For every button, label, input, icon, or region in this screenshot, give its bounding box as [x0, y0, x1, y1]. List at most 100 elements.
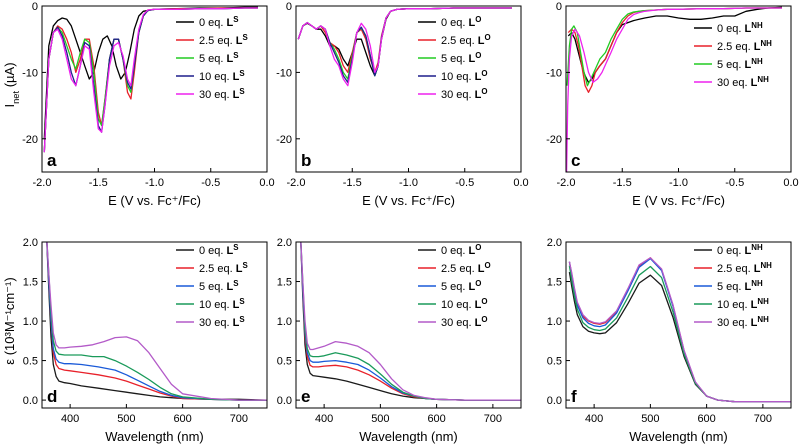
legend: 0 eq. LO 2.5 eq. LO 5 eq. LO 10 eq. LO 30 eq… — [418, 15, 491, 101]
y-tick-label: 1.5 — [23, 277, 38, 289]
plot-frame — [41, 241, 268, 409]
y-tick-label: 2.0 — [547, 237, 562, 249]
panel-label: e — [301, 387, 310, 406]
x-tick-label: 500 — [117, 413, 135, 425]
legend-entry: 5 eq. LNH — [717, 57, 763, 72]
series-line-d-4 — [46, 242, 267, 401]
x-tick-label: -0.5 — [725, 177, 744, 189]
y-tick-label: 2.0 — [277, 237, 292, 249]
x-tick-label: -1.0 — [669, 177, 688, 189]
x-tick-label: 400 — [61, 413, 79, 425]
y-tick-label: 0.5 — [277, 356, 292, 368]
legend: 0 eq. LS 2.5 eq. LS 5 eq. LS 10 eq. LS 30 eq… — [176, 15, 248, 102]
x-axis-label: Wavelength (nm) — [629, 429, 728, 444]
series-group — [566, 6, 783, 172]
legend-entry: 10 eq. LNH — [717, 297, 769, 312]
y-tick-label: 2.0 — [23, 237, 38, 249]
y-tick-label: 1.0 — [23, 316, 38, 328]
series-line-d-1 — [46, 242, 267, 401]
legend-entry: 0 eq. LS — [199, 243, 239, 258]
legend-entry: 2.5 eq. LS — [199, 33, 248, 48]
legend-entry: 10 eq. LS — [199, 69, 245, 84]
series-group — [300, 242, 521, 401]
legend-entry: 30 eq. LS — [199, 315, 245, 330]
series-group — [43, 6, 258, 153]
legend-entry: 30 eq. LO — [441, 315, 488, 330]
panel-a: -2.0 -1.5 -1.0 -0.5 0.0 -20 -10 0 E (V vs. Fc⁺/F… — [2, 1, 275, 208]
y-tick-label: 0 — [286, 1, 292, 13]
y-tick-label: 0.5 — [23, 356, 38, 368]
legend-entry: 5 eq. LO — [441, 51, 481, 66]
series-line-e-3 — [300, 242, 521, 401]
series-line-e-4 — [300, 242, 521, 401]
panel-label: b — [301, 151, 311, 170]
x-tick-label: -2.0 — [557, 177, 576, 189]
legend-entry: 5 eq. LS — [199, 51, 239, 66]
x-tick-label: 500 — [641, 413, 659, 425]
y-tick-label: -20 — [276, 134, 292, 146]
x-tick-label: 0.0 — [513, 177, 528, 189]
x-axis-label: E (V vs. Fc⁺/Fc) — [362, 193, 455, 208]
y-tick-label: 1.5 — [277, 277, 292, 289]
x-axis-label: E (V vs. Fc⁺/Fc) — [108, 193, 201, 208]
legend-entry: 10 eq. LS — [199, 297, 245, 312]
legend-entry: 0 eq. LO — [441, 243, 481, 258]
legend: 0 eq. LO 2.5 eq. LO 5 eq. LO 10 eq. LO 30 eq… — [418, 243, 491, 330]
plot-frame — [565, 5, 792, 173]
series-group — [46, 242, 267, 401]
legend-entry: 2.5 eq. LNH — [717, 39, 772, 54]
legend-entry: 2.5 eq. LS — [199, 261, 248, 276]
legend-entry: 0 eq. LO — [441, 15, 481, 30]
x-tick-label: -1.5 — [613, 177, 632, 189]
y-tick-label: 0.5 — [547, 356, 562, 368]
x-tick-label: 400 — [315, 413, 333, 425]
y-axis-label: Inet (µA) — [2, 62, 21, 107]
series-line-f-4 — [568, 257, 791, 403]
series-group — [568, 257, 791, 403]
x-tick-label: -2.0 — [33, 177, 52, 189]
x-tick-label: -2.0 — [287, 177, 306, 189]
legend-entry: 10 eq. LO — [441, 297, 488, 312]
x-tick-label: -0.5 — [455, 177, 474, 189]
x-axis-label: E (V vs. Fc⁺/Fc) — [632, 193, 725, 208]
panel-label: c — [571, 151, 580, 170]
plot-frame — [295, 241, 522, 409]
y-tick-label: 0.0 — [23, 395, 38, 407]
panel-label: d — [47, 387, 57, 406]
y-tick-label: 1.0 — [277, 316, 292, 328]
panel-f: 400 500 600 700 0.0 0.5 1.0 1.5 2.0 Wavelength (n… — [547, 237, 792, 444]
x-tick-label: -1.5 — [89, 177, 108, 189]
y-axis-label: ε (10³M⁻¹cm⁻¹) — [2, 277, 17, 364]
x-tick-label: -1.0 — [399, 177, 418, 189]
y-tick-label: 1.0 — [547, 316, 562, 328]
series-line-b-4 — [297, 7, 512, 87]
series-line-e-0 — [300, 242, 521, 401]
y-tick-label: 0.0 — [277, 395, 292, 407]
panel-c: -2.0 -1.5 -1.0 -0.5 0.0 -20 -10 0 E (V vs. Fc⁺/F… — [546, 1, 799, 208]
x-tick-label: 700 — [754, 413, 772, 425]
series-line-d-2 — [46, 242, 267, 401]
x-tick-label: -0.5 — [201, 177, 220, 189]
y-tick-label: 0 — [556, 1, 562, 13]
y-tick-label: -10 — [546, 67, 562, 79]
x-tick-label: 600 — [173, 413, 191, 425]
x-tick-label: 0.0 — [783, 177, 798, 189]
series-line-e-2 — [300, 242, 521, 401]
legend-entry: 30 eq. LNH — [717, 75, 769, 90]
x-tick-label: -1.5 — [343, 177, 362, 189]
legend-entry: 2.5 eq. LO — [441, 261, 491, 276]
legend-entry: 10 eq. LO — [441, 69, 488, 84]
series-line-e-1 — [300, 242, 521, 401]
y-tick-label: 1.5 — [547, 277, 562, 289]
series-group — [297, 7, 512, 87]
x-tick-label: 600 — [427, 413, 445, 425]
legend-entry: 5 eq. LS — [199, 279, 239, 294]
legend: 0 eq. LNH 2.5 eq. LNH 5 eq. LNH 30 eq. LNH — [694, 21, 772, 90]
legend-entry: 30 eq. LS — [199, 87, 245, 102]
x-tick-label: 700 — [484, 413, 502, 425]
legend-entry: 5 eq. LNH — [717, 279, 763, 294]
x-tick-label: 400 — [585, 413, 603, 425]
panel-e: 400 500 600 700 0.0 0.5 1.0 1.5 2.0 Wavelength (n… — [277, 237, 522, 444]
series-line-d-3 — [46, 242, 267, 401]
plot-frame — [565, 241, 792, 409]
